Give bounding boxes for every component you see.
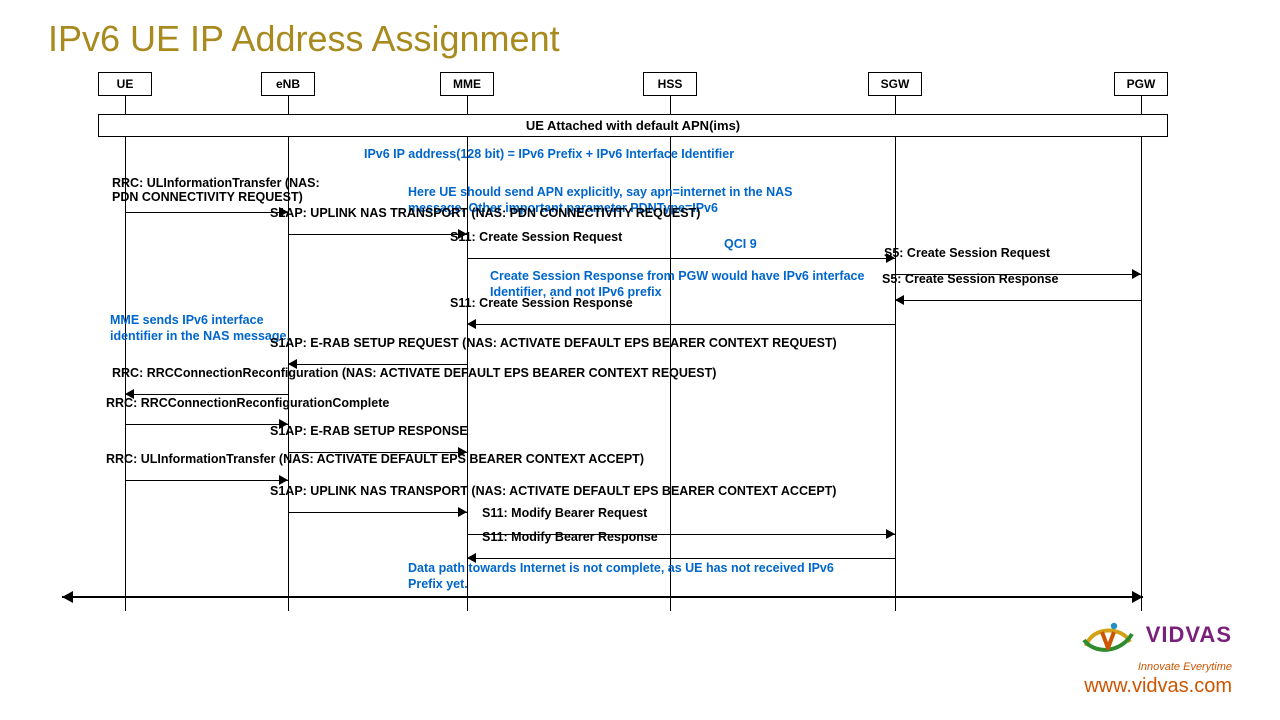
message-m5: S5: Create Session Response [98,286,1176,304]
message-label-m4: S5: Create Session Request [884,246,1050,260]
state-span-box: UE Attached with default APN(ims) [98,114,1168,137]
logo-swirl-icon [1082,620,1134,656]
actor-pgw: PGW [1114,72,1168,96]
message-m14: S11: Modify Bearer Response [98,544,1176,562]
note-n1: IPv6 IP address(128 bit) = IPv6 Prefix +… [364,146,734,162]
actor-ue: UE [98,72,152,96]
bottom-arrow-head-right [1132,591,1143,603]
message-label-m11: RRC: ULInformationTransfer (NAS: ACTIVAT… [106,452,644,466]
brand-tagline: Innovate Everytime [1082,661,1232,673]
brand-url: www.vidvas.com [1082,675,1232,698]
brand-logo: VIDVAS [1082,616,1232,658]
message-label-m12: S1AP: UPLINK NAS TRANSPORT (NAS: ACTIVAT… [270,484,836,498]
bottom-arrow-head-left [62,591,73,603]
message-label-m5: S5: Create Session Response [882,272,1058,286]
actor-sgw: SGW [868,72,922,96]
actor-enb: eNB [261,72,315,96]
message-m6: S11: Create Session Response [98,310,1176,328]
message-label-m9: RRC: RRCConnectionReconfigurationComplet… [106,396,389,410]
message-label-m10: S1AP: E-RAB SETUP RESPONSE [270,424,468,438]
message-m11: RRC: ULInformationTransfer (NAS: ACTIVAT… [98,466,1176,484]
actor-hss: HSS [643,72,697,96]
message-m9: RRC: RRCConnectionReconfigurationComplet… [98,410,1176,428]
message-label-m6: S11: Create Session Response [450,296,633,310]
note-n6: Data path towards Internet is not comple… [408,560,838,593]
message-label-m13: S11: Modify Bearer Request [482,506,647,520]
brand-name: VIDVAS [1146,622,1232,648]
message-label-m8: RRC: RRCConnectionReconfiguration (NAS: … [112,366,716,380]
bottom-span-arrow [62,596,1143,598]
message-label-m7: S1AP: E-RAB SETUP REQUEST (NAS: ACTIVATE… [270,336,837,350]
sequence-diagram: UE eNB MME HSS SGW PGW UE Attached with defaul… [98,72,1176,612]
message-label-m1: RRC: ULInformationTransfer (NAS: PDN CON… [112,176,320,204]
actor-mme: MME [440,72,494,96]
brand-block: VIDVAS Innovate Everytime www.vidvas.com [1082,616,1232,698]
message-m2: S1AP: UPLINK NAS TRANSPORT (NAS: PDN CON… [98,220,1176,238]
message-label-m14: S11: Modify Bearer Response [482,530,658,544]
message-label-m2: S1AP: UPLINK NAS TRANSPORT (NAS: PDN CON… [270,206,700,220]
page-title: IPv6 UE IP Address Assignment [48,18,560,60]
message-label-m3: S11: Create Session Request [450,230,622,244]
